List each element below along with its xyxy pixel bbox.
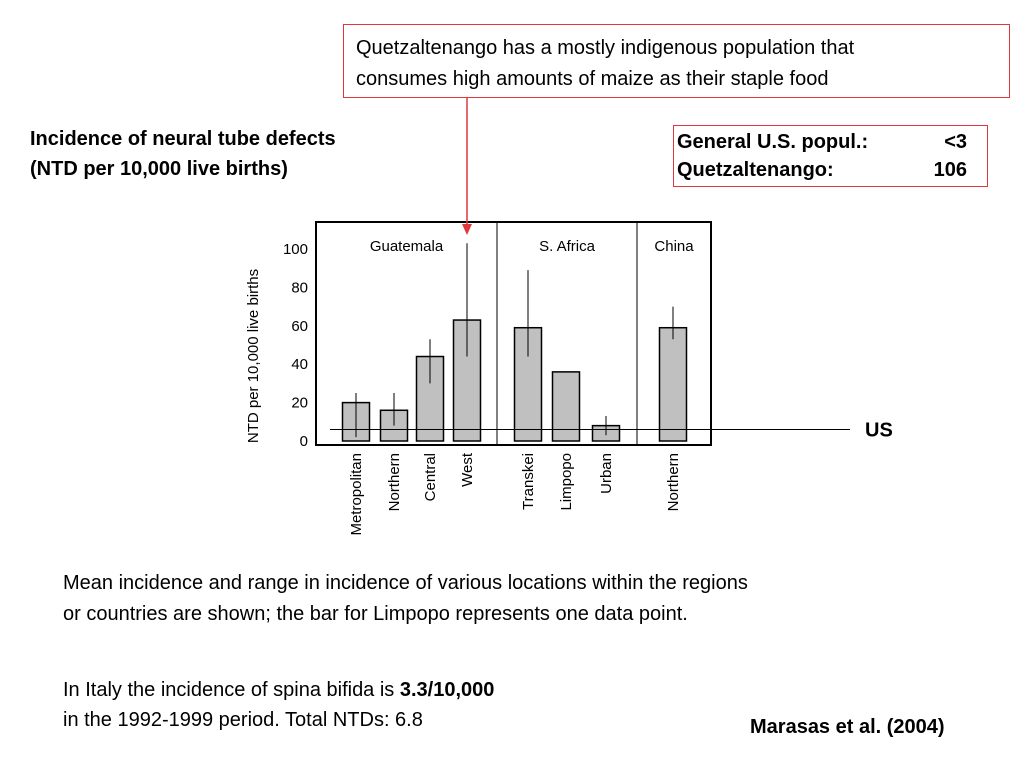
- heading-line-2: (NTD per 10,000 live births): [30, 158, 288, 180]
- callout-line-2: consumes high amounts of maize as their …: [356, 68, 829, 90]
- x-tick-label-3: West: [459, 452, 476, 487]
- italy-note: In Italy the incidence of spina bifida i…: [63, 675, 494, 735]
- y-tick-label-60: 60: [291, 318, 308, 335]
- group-label-2: China: [654, 238, 694, 255]
- x-tick-label-7: Northern: [665, 453, 682, 511]
- bar-7: [658, 326, 688, 442]
- group-label-1: S. Africa: [539, 238, 596, 255]
- stats-us-value: <3: [944, 131, 967, 153]
- stats-quetzaltenango-label: Quetzaltenango:: [677, 159, 834, 181]
- x-tick-label-6: Urban: [598, 453, 615, 494]
- caption-line-2: or countries are shown; the bar for Limp…: [63, 603, 688, 625]
- x-tick-label-2: Central: [422, 453, 439, 501]
- x-tick-label-5: Limpopo: [558, 453, 575, 511]
- stats-row-us: General U.S. popul.: <3: [677, 128, 967, 156]
- citation: Marasas et al. (2004): [750, 716, 945, 738]
- caption-line-1: Mean incidence and range in incidence of…: [63, 572, 748, 594]
- chart-heading: Incidence of neural tube defects (NTD pe…: [30, 124, 336, 184]
- group-label-0: Guatemala: [370, 238, 444, 255]
- y-tick-label-40: 40: [291, 356, 308, 373]
- italy-line-1: In Italy the incidence of spina bifida i…: [63, 675, 494, 705]
- stats-quetzaltenango-value: 106: [933, 159, 967, 181]
- callout-arrow-head: [462, 224, 472, 235]
- x-tick-label-4: Transkei: [520, 453, 537, 510]
- x-tick-label-1: Northern: [386, 453, 403, 511]
- incidence-stats-box: General U.S. popul.: <3 Quetzaltenango: …: [673, 125, 988, 187]
- stats-us-label: General U.S. popul.:: [677, 131, 869, 153]
- y-tick-label-0: 0: [300, 433, 308, 450]
- y-tick-label-20: 20: [291, 395, 308, 412]
- chart-caption: Mean incidence and range in incidence of…: [63, 568, 983, 630]
- italy-line-2: in the 1992-1999 period. Total NTDs: 6.8: [63, 709, 423, 731]
- italy-text: In Italy the incidence of spina bifida i…: [63, 679, 400, 701]
- us-reference-label: US: [865, 419, 893, 441]
- y-axis-label: NTD per 10,000 live births: [245, 269, 262, 443]
- heading-line-1: Incidence of neural tube defects: [30, 128, 336, 150]
- italy-incidence-value: 3.3/10,000: [399, 679, 495, 701]
- y-tick-label-100: 100: [283, 241, 308, 258]
- plot-frame: [315, 221, 712, 446]
- callout-line-1: Quetzaltenango has a mostly indigenous p…: [356, 37, 855, 59]
- bar-5: [551, 371, 581, 442]
- maize-callout-box: Quetzaltenango has a mostly indigenous p…: [343, 24, 1010, 98]
- y-tick-label-80: 80: [291, 279, 308, 296]
- x-tick-label-0: Metropolitan: [348, 453, 365, 536]
- stats-row-quetzaltenango: Quetzaltenango: 106: [677, 156, 967, 184]
